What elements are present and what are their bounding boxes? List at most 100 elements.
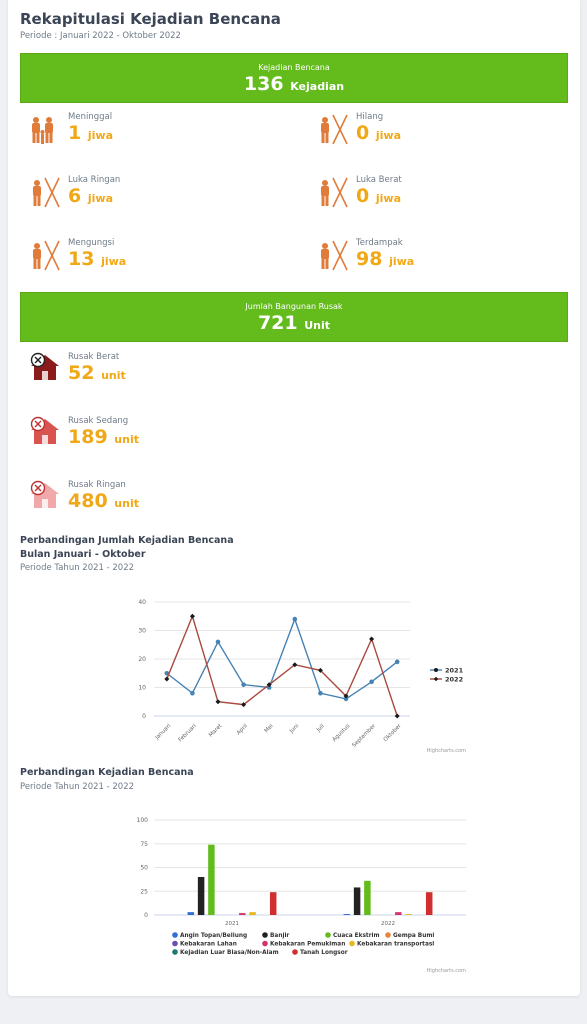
bangunan-unit: Unit — [304, 319, 331, 332]
data-point-2021 — [394, 659, 400, 665]
bar-chart: 0 25 50 75 100 2021 2022 Angin Topan/Beliung Ban… — [137, 817, 467, 974]
bar-tanah-longsor — [425, 892, 433, 915]
data-point-2022 — [394, 713, 400, 719]
stat-unit: jiwa — [87, 129, 113, 142]
y-tick-label: 10 — [138, 685, 146, 692]
legend-marker — [172, 940, 178, 947]
person-injured-icon — [316, 175, 350, 209]
data-point-2021 — [318, 690, 323, 696]
legend-label: Angin Topan/Beliung — [180, 933, 247, 939]
kejadian-label: Kejadian Bencana — [258, 63, 330, 72]
bar-kebakaran-transportasi — [405, 914, 412, 915]
bar-kebakaran-transportasi — [249, 912, 256, 915]
legend-marker — [262, 932, 268, 938]
stat-value: 0 — [356, 122, 370, 144]
legend-label: Gempa Bumi — [393, 933, 434, 939]
data-point-2021 — [343, 696, 349, 702]
y-tick-label: 0 — [142, 713, 146, 720]
stat-unit: unit — [101, 369, 126, 382]
legend-marker — [292, 949, 298, 955]
bar-banjir — [353, 887, 361, 915]
stat-value: 52 — [68, 362, 95, 384]
legend-marker — [172, 932, 178, 938]
stat-value: 0 — [356, 185, 370, 207]
legend-label: 2022 — [445, 676, 463, 684]
x-tick-label: April — [236, 723, 249, 736]
y-tick-label: 20 — [138, 656, 146, 663]
x-tick-label: Juli — [315, 723, 326, 734]
data-point-2022 — [292, 662, 298, 668]
data-point-2022 — [266, 682, 272, 688]
stat-value: 6 — [68, 185, 82, 207]
stat-unit: jiwa — [389, 255, 415, 268]
bar-cuaca-ekstrim — [208, 844, 215, 915]
x-tick-label: Mei — [264, 723, 275, 734]
x-tick-label: 2022 — [381, 921, 395, 927]
family-icon — [28, 112, 62, 146]
data-point-2022 — [164, 676, 170, 682]
legend-label: Tanah Longsor — [300, 950, 348, 956]
y-tick-label: 0 — [144, 912, 148, 919]
data-point-2022 — [369, 636, 375, 642]
x-tick-label: Agustus — [332, 723, 352, 743]
stat-label: Meninggal — [68, 112, 113, 122]
data-point-2022 — [241, 702, 247, 708]
bar-kebakaran-pemukiman — [239, 913, 246, 915]
house-damage-heavy-icon — [28, 350, 62, 384]
stat-label: Luka Ringan — [68, 175, 121, 185]
x-tick-label: 2021 — [225, 921, 239, 927]
stat-unit: jiwa — [87, 192, 113, 205]
legend-marker — [434, 668, 438, 672]
legend-marker — [349, 940, 355, 947]
page-period: Periode : Januari 2022 - Oktober 2022 — [20, 31, 181, 41]
legend-marker — [433, 676, 439, 682]
bar-angin-topan-beliung — [343, 914, 351, 915]
house-damage-light-icon — [28, 478, 62, 512]
bangunan-value: 721 — [257, 312, 298, 334]
stat-value: 480 — [68, 490, 108, 512]
chart-credit: Highcharts.com — [427, 748, 466, 754]
data-point-2022 — [215, 699, 221, 705]
y-tick-label: 25 — [140, 888, 148, 895]
data-point-2021 — [369, 679, 374, 685]
stat-label: Luka Berat — [356, 175, 402, 185]
stat-value: 1 — [68, 122, 82, 144]
line-chart: 0 10 20 30 40 Januari Februari Maret April Mei Jun… — [138, 599, 466, 754]
bar-tanah-longsor — [269, 892, 277, 915]
stat-value: 13 — [68, 248, 95, 270]
legend-label: 2021 — [445, 667, 464, 675]
stat-label: Hilang — [356, 112, 384, 122]
y-tick-label: 30 — [138, 628, 146, 635]
stat-label: Terdampak — [356, 238, 403, 248]
stat-label: Rusak Ringan — [68, 480, 126, 490]
legend-label: Banjir — [270, 933, 289, 939]
x-tick-label: Maret — [208, 723, 224, 739]
data-point-2022 — [343, 693, 349, 699]
stat-unit: jiwa — [375, 129, 401, 142]
kejadian-banner: Kejadian Bencana 136 Kejadian — [20, 53, 568, 103]
line-chart-subtitle: Periode Tahun 2021 - 2022 — [20, 563, 135, 573]
x-tick-label: September — [351, 723, 377, 749]
summary-card: Rekapitulasi Kejadian Bencana Periode : … — [8, 0, 580, 996]
stat-unit: unit — [114, 497, 139, 510]
stat-value: 189 — [68, 426, 108, 448]
data-point-2022 — [189, 613, 195, 619]
data-point-2021 — [215, 639, 221, 645]
stat-unit: jiwa — [101, 255, 127, 268]
bar-banjir — [197, 877, 205, 915]
x-tick-label: Oktober — [383, 723, 403, 743]
stat-unit: unit — [114, 433, 139, 446]
stat-value: 98 — [356, 248, 383, 270]
legend-label: Kejadian Luar Biasa/Non-Alam — [180, 950, 279, 956]
data-point-2022 — [317, 667, 323, 673]
stat-label: Mengungsi — [68, 238, 115, 248]
bar-chart-subtitle: Periode Tahun 2021 - 2022 — [20, 782, 135, 792]
legend-label: Cuaca Ekstrim — [333, 933, 380, 939]
bangunan-label: Jumlah Bangunan Rusak — [245, 302, 343, 311]
data-point-2021 — [190, 690, 195, 696]
bar-cuaca-ekstrim — [364, 880, 371, 915]
stat-label: Rusak Sedang — [68, 416, 129, 426]
stat-label: Rusak Berat — [68, 352, 120, 362]
y-tick-label: 100 — [137, 817, 149, 824]
legend-label: Kebakaran Pemukiman — [270, 942, 345, 948]
